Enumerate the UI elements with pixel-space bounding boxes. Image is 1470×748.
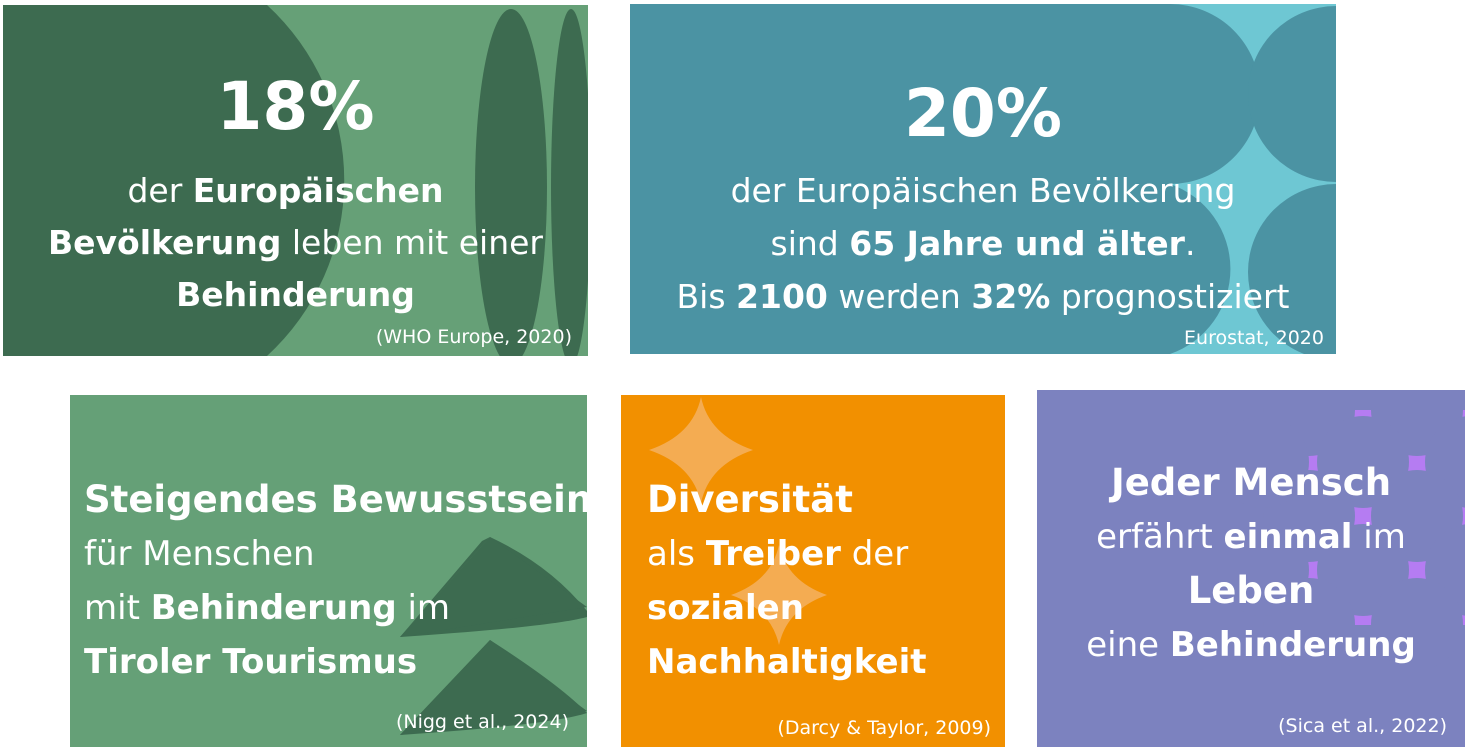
source-citation: (WHO Europe, 2020): [375, 326, 572, 348]
card-background-shapes: [3, 5, 588, 356]
card-title: Jeder Mensch: [1110, 461, 1392, 504]
card-background-shapes: [1217, 390, 1465, 670]
stat-card-awareness: Steigendes Bewusstsein für Menschen mit …: [70, 395, 587, 747]
source-citation: (Nigg et al., 2024): [395, 711, 569, 733]
card-background-shapes: [400, 537, 587, 735]
card-background-shapes: [649, 397, 827, 645]
stat-description: Diversität als Treiber der sozialen Nach…: [647, 473, 1002, 689]
card-background-shapes: [630, 4, 1336, 354]
stat-percent: 18%: [216, 68, 375, 145]
stat-description: der Europäischen Bevölkerung sind 65 Jah…: [676, 171, 1290, 316]
stat-percent: 20%: [904, 75, 1062, 152]
source-citation: (Sica et al., 2022): [1278, 715, 1447, 737]
stat-card-everyone: Jeder Mensch erfährt einmal im Leben ein…: [1037, 390, 1465, 747]
stat-card-age: 20% der Europäischen Bevölkerung sind 65…: [630, 4, 1336, 354]
stat-card-diversity: Diversität als Treiber der sozialen Nach…: [621, 395, 1005, 747]
stat-description: Jeder Mensch erfährt einmal im Leben ein…: [1037, 456, 1465, 672]
stat-description: Steigendes Bewusstsein für Menschen mit …: [84, 473, 587, 689]
stat-card-disability: 18% der Europäischen Bevölkerung leben m…: [3, 5, 588, 356]
source-citation: (Darcy & Taylor, 2009): [777, 717, 991, 739]
card-title: Diversität: [647, 478, 853, 521]
source-citation: Eurostat, 2020: [1184, 327, 1324, 349]
stat-description: der Europäischen Bevölkerung leben mit e…: [48, 171, 543, 314]
card-title: Steigendes Bewusstsein: [84, 478, 587, 521]
